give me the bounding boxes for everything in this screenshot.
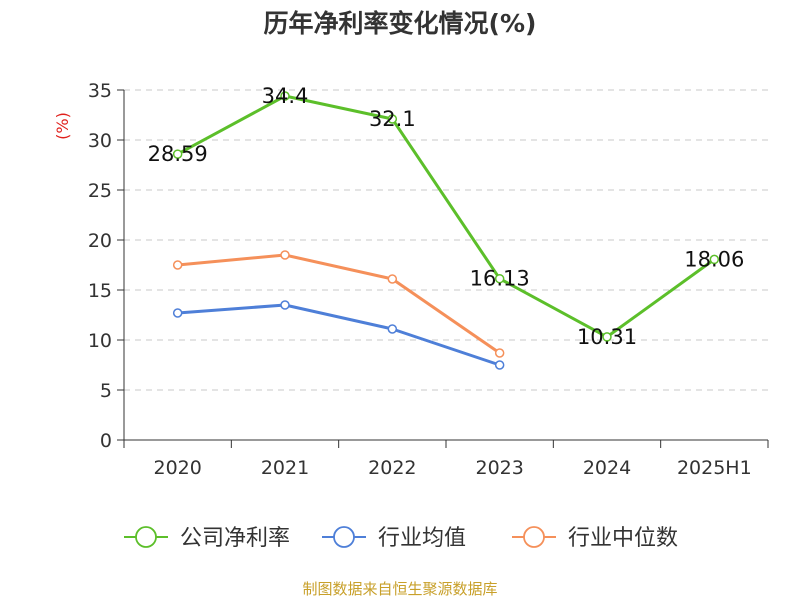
data-label: 16.13	[470, 267, 530, 291]
legend-label: 行业中位数	[568, 526, 678, 551]
data-point	[387, 274, 398, 284]
series-line	[176, 94, 716, 339]
legend-marker	[523, 526, 545, 548]
data-label: 28.59	[148, 142, 208, 166]
legend: 公司净利率 行业均值 行业中位数	[124, 526, 678, 551]
legend-item[interactable]: 行业中位数	[512, 526, 678, 551]
y-tick-label: 15	[88, 280, 112, 302]
series-line	[177, 303, 501, 367]
y-tick-label: 20	[88, 230, 112, 252]
y-tick-label: 0	[100, 430, 112, 452]
data-point	[172, 260, 183, 270]
legend-item[interactable]: 行业均值	[322, 526, 466, 551]
x-tick-label: 2020	[153, 457, 201, 479]
data-point	[494, 348, 505, 358]
data-point	[602, 332, 612, 342]
data-point	[387, 114, 398, 124]
legend-label: 行业均值	[378, 526, 466, 551]
axes: 0 5 10 15 20 25 30 35 2020 2021 2022 2023 2024 2025H1	[88, 80, 769, 479]
data-point	[280, 91, 290, 101]
data-label: 32.1	[369, 107, 416, 131]
x-tick-label: 2025H1	[677, 457, 752, 479]
legend-label: 公司净利率	[180, 526, 290, 551]
data-label: 34.4	[262, 84, 309, 108]
y-tick-label: 30	[88, 130, 112, 152]
data-point	[172, 308, 183, 318]
y-axis-label: (%)	[53, 112, 72, 140]
data-label: 10.31	[577, 325, 637, 349]
data-point	[494, 360, 505, 370]
y-tick-label: 25	[88, 180, 112, 202]
source-note: 制图数据来自恒生聚源数据库	[302, 580, 497, 598]
data-point	[387, 324, 398, 334]
x-tick-label: 2022	[368, 457, 416, 479]
y-tick-label: 5	[100, 380, 112, 402]
x-tick-label: 2023	[475, 457, 523, 479]
y-tick-label: 35	[88, 80, 112, 102]
x-tick-label: 2024	[583, 457, 631, 479]
data-point	[494, 273, 505, 284]
series-lines	[172, 91, 720, 370]
x-tick-label: 2021	[261, 457, 309, 479]
grid-lines	[124, 89, 768, 391]
data-point	[280, 300, 290, 310]
legend-marker	[333, 526, 355, 548]
data-point	[709, 254, 720, 265]
data-point	[280, 250, 290, 260]
series-line	[177, 253, 501, 355]
chart-title: 历年净利率变化情况(%)	[264, 9, 537, 38]
data-labels: 28.59 34.4 32.1 16.13 10.31 18.06	[148, 84, 745, 349]
legend-marker	[135, 526, 157, 548]
data-point	[172, 149, 183, 159]
data-label: 18.06	[684, 247, 744, 271]
legend-item[interactable]: 公司净利率	[124, 526, 290, 551]
y-tick-label: 10	[88, 330, 112, 352]
